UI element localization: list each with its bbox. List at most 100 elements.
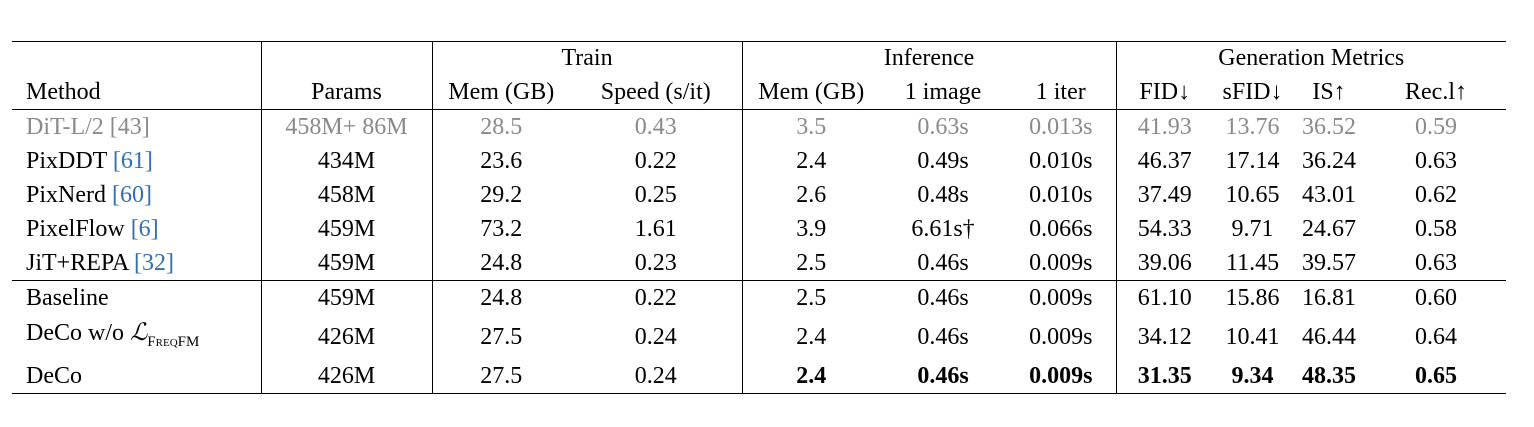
method-name: DeCo [26,363,82,389]
cell-rec: 0.64 [1415,324,1458,350]
cell-inf-iter: 0.010s [1029,182,1093,208]
cell-method: Baseline [12,281,261,316]
cell-rec: 0.59 [1415,114,1458,140]
header-train-speed: Speed (s/it) [600,79,711,105]
method-name: PixNerd [26,182,112,208]
cell-inf-iter: 0.066s [1029,216,1093,242]
cell-sfid: 11.45 [1225,250,1280,276]
group-header-row: Train Inference Generation Metrics [12,41,1507,76]
method-name: PixDDT [26,148,113,174]
cell-inf-image: 6.61s† [911,216,975,242]
cell-params: 426M [260,315,432,359]
group-empty [12,42,261,76]
table-row: PixDDT [61] 434M 23.6 0.22 2.4 0.49s 0.010s 46.… [12,144,1506,178]
cell-train-mem: 73.2 [431,212,570,246]
loss-subscript: FreqFM [147,334,200,350]
cell-is: 16.81 [1302,285,1357,311]
cell-train-mem: 28.5 [431,109,570,144]
cell-inf-mem: 2.4 [741,315,881,359]
cell-method: DeCo w/o ℒFreqFM [12,315,261,359]
cell-sfid: 10.65 [1225,182,1280,208]
table-row: DeCo w/o ℒFreqFM 426M 27.5 0.24 2.4 0.46s 0.00… [12,315,1506,359]
cell-inf-mem: 2.4 [741,144,881,178]
table-row: Baseline 459M 24.8 0.22 2.5 0.46s 0.009s 61.10 1… [12,280,1507,316]
header-inference-mem: Mem (GB) [741,75,881,110]
cell-fid: 41.93 [1115,109,1214,144]
method-name: JiT+REPA [26,250,135,276]
group-train: Train [431,41,743,75]
cell-is: 43.01 [1302,182,1357,208]
cell-inf-image: 0.48s [917,182,969,208]
cell-method: JiT+REPA [32] [12,246,261,281]
cell-is: 36.52 [1302,114,1357,140]
cell-params: 458M+ 86M [260,109,432,144]
cell-train-speed: 0.24 [634,324,677,350]
cell-sfid: 9.71 [1231,216,1274,242]
cell-params: 459M [260,246,432,281]
cell-train-speed: 0.23 [634,250,677,276]
cell-inf-image: 0.46s [917,250,969,276]
cell-inf-mem: 3.5 [741,109,881,144]
cell-fid: 37.49 [1115,178,1214,212]
cell-is: 46.44 [1302,324,1357,350]
cell-inf-image: 0.46s [917,324,969,350]
cell-rec: 0.62 [1415,182,1458,208]
cell-train-speed: 0.22 [634,285,677,311]
citation-link[interactable]: [61] [112,148,153,174]
table-row: JiT+REPA [32] 459M 24.8 0.23 2.5 0.46s 0.009s 3… [12,246,1506,281]
cell-inf-iter: 0.009s [1029,363,1093,389]
cell-train-speed: 0.43 [634,114,677,140]
cell-rec: 0.63 [1415,148,1458,174]
cell-is: 48.35 [1302,363,1357,389]
header-inference-iter: 1 iter [1035,79,1086,105]
cell-inf-image: 0.46s [917,285,969,311]
method-name: DeCo w/o [26,320,130,346]
cell-train-mem: 24.8 [431,280,570,315]
method-name: Baseline [26,285,109,311]
loss-symbol: ℒ [130,318,148,346]
cell-inf-iter: 0.009s [1029,250,1093,276]
citation-link[interactable]: [60] [112,182,152,208]
method-name: DiT-L/2 [26,114,110,140]
cell-inf-iter: 0.013s [1029,114,1093,140]
cell-rec: 0.65 [1415,363,1458,389]
cell-fid: 39.06 [1115,246,1214,281]
group-inference: Inference [741,41,1117,75]
cell-inf-mem: 2.5 [741,246,881,281]
cell-train-speed: 0.25 [634,182,677,208]
cell-method: PixDDT [61] [12,144,261,178]
cell-inf-mem: 2.5 [741,280,881,315]
cell-train-speed: 0.22 [634,148,677,174]
cell-params: 434M [260,144,432,178]
cell-method: DiT-L/2 [43] [12,110,261,145]
cell-train-mem: 29.2 [431,178,570,212]
cell-inf-mem: 3.9 [741,212,881,246]
cell-train-speed: 1.61 [634,216,677,242]
cell-rec: 0.63 [1415,250,1458,276]
cell-inf-iter: 0.009s [1029,324,1093,350]
cell-inf-mem: 2.6 [741,178,881,212]
cell-inf-iter: 0.009s [1029,285,1093,311]
cell-train-mem: 27.5 [431,315,570,359]
cell-fid: 61.10 [1115,280,1214,315]
citation-link[interactable]: [43] [109,114,150,140]
cell-inf-image: 0.63s [917,114,969,140]
table-row: PixNerd [60] 458M 29.2 0.25 2.6 0.48s 0.010s 37… [12,178,1506,212]
cell-sfid: 13.76 [1225,114,1280,140]
header-inference-image: 1 image [904,79,982,105]
cell-params: 459M [260,280,432,315]
cell-method: DeCo [12,359,261,394]
citation-link[interactable]: [32] [134,250,175,276]
cell-params: 426M [260,359,432,394]
cell-sfid: 17.14 [1225,148,1280,174]
cell-method: PixelFlow [6] [12,212,261,246]
table-row: DiT-L/2 [43] 458M+ 86M 28.5 0.43 3.5 0.63s 0.0… [12,109,1506,145]
group-generation-metrics: Generation Metrics [1115,41,1507,75]
cell-fid: 54.33 [1115,212,1214,246]
cell-train-mem: 23.6 [431,144,570,178]
citation-link[interactable]: [6] [130,216,159,242]
column-header-row: Method Params Mem (GB) Speed (s/it) Mem … [12,75,1507,110]
header-params: Params [260,75,432,110]
cell-rec: 0.58 [1415,216,1458,242]
method-name: PixelFlow [26,216,131,242]
